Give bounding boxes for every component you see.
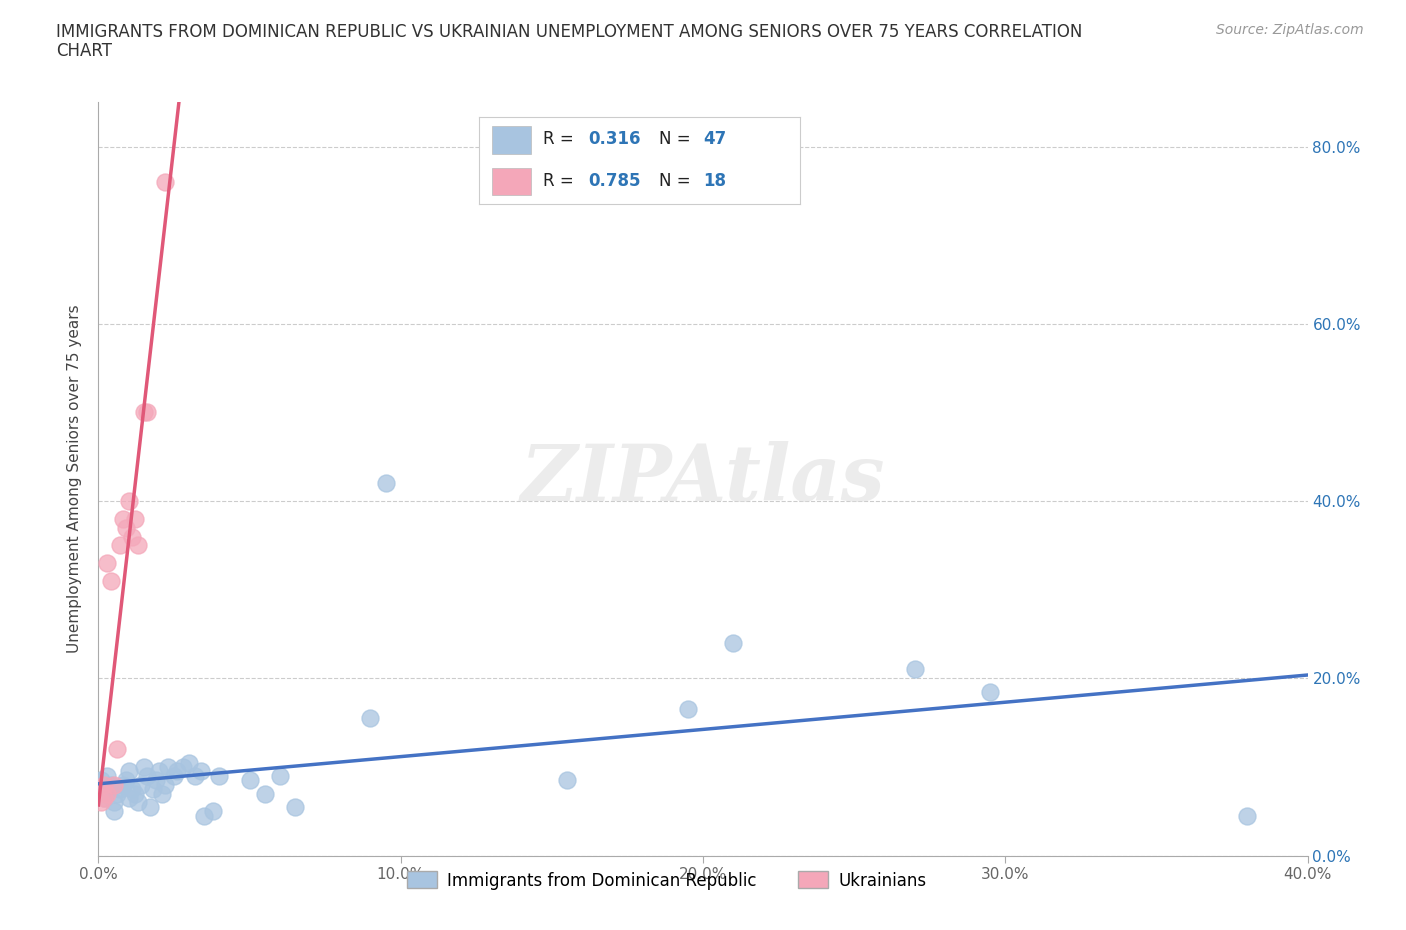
Point: [118, 494, 141, 509]
Point: [904, 662, 927, 677]
Point: [100, 777, 122, 792]
Point: [172, 760, 194, 775]
Point: [100, 574, 122, 589]
Point: [208, 768, 231, 783]
Point: [269, 768, 291, 783]
Point: [153, 175, 176, 190]
Point: [145, 773, 167, 788]
Point: [108, 538, 131, 552]
Point: [105, 742, 128, 757]
Point: [135, 768, 157, 783]
Point: [105, 786, 128, 801]
Point: [163, 768, 186, 783]
Point: [132, 405, 155, 420]
Point: [96, 768, 118, 783]
Point: [150, 786, 173, 801]
Point: [166, 764, 188, 778]
Point: [135, 405, 157, 420]
Point: [93, 777, 115, 792]
Text: IMMIGRANTS FROM DOMINICAN REPUBLIC VS UKRAINIAN UNEMPLOYMENT AMONG SENIORS OVER : IMMIGRANTS FROM DOMINICAN REPUBLIC VS UK…: [56, 23, 1083, 41]
Point: [114, 773, 136, 788]
Point: [239, 773, 262, 788]
Point: [1236, 808, 1258, 823]
Text: Source: ZipAtlas.com: Source: ZipAtlas.com: [1216, 23, 1364, 37]
Point: [103, 795, 125, 810]
Point: [121, 529, 143, 544]
Point: [360, 711, 382, 725]
Point: [142, 782, 165, 797]
Legend: Immigrants from Dominican Republic, Ukrainians: Immigrants from Dominican Republic, Ukra…: [401, 865, 934, 897]
Point: [723, 635, 745, 650]
Point: [190, 764, 212, 778]
Point: [118, 790, 141, 805]
Point: [90, 795, 112, 810]
Point: [156, 760, 179, 775]
Point: [90, 773, 112, 788]
Point: [132, 760, 155, 775]
Point: [127, 538, 149, 552]
Point: [96, 556, 118, 571]
Point: [193, 808, 215, 823]
Point: [374, 476, 396, 491]
Point: [284, 800, 307, 815]
Point: [555, 773, 578, 788]
Text: ZIPAtlas: ZIPAtlas: [520, 441, 886, 517]
Point: [184, 768, 207, 783]
Point: [179, 755, 201, 770]
Point: [127, 795, 149, 810]
Point: [124, 512, 146, 526]
Point: [111, 512, 134, 526]
Point: [93, 782, 115, 797]
Point: [103, 777, 125, 792]
Point: [96, 786, 118, 801]
Text: CHART: CHART: [56, 42, 112, 60]
Point: [148, 764, 170, 778]
Point: [111, 777, 134, 792]
Point: [114, 520, 136, 535]
Point: [118, 764, 141, 778]
Point: [93, 790, 115, 805]
Point: [129, 777, 152, 792]
Point: [108, 782, 131, 797]
Point: [676, 702, 699, 717]
Point: [93, 790, 115, 805]
Point: [153, 777, 176, 792]
Point: [202, 804, 225, 818]
Point: [139, 800, 162, 815]
Point: [103, 804, 125, 818]
Point: [121, 782, 143, 797]
Point: [124, 786, 146, 801]
Point: [253, 786, 276, 801]
Point: [979, 684, 1001, 699]
Y-axis label: Unemployment Among Seniors over 75 years: Unemployment Among Seniors over 75 years: [67, 305, 83, 653]
